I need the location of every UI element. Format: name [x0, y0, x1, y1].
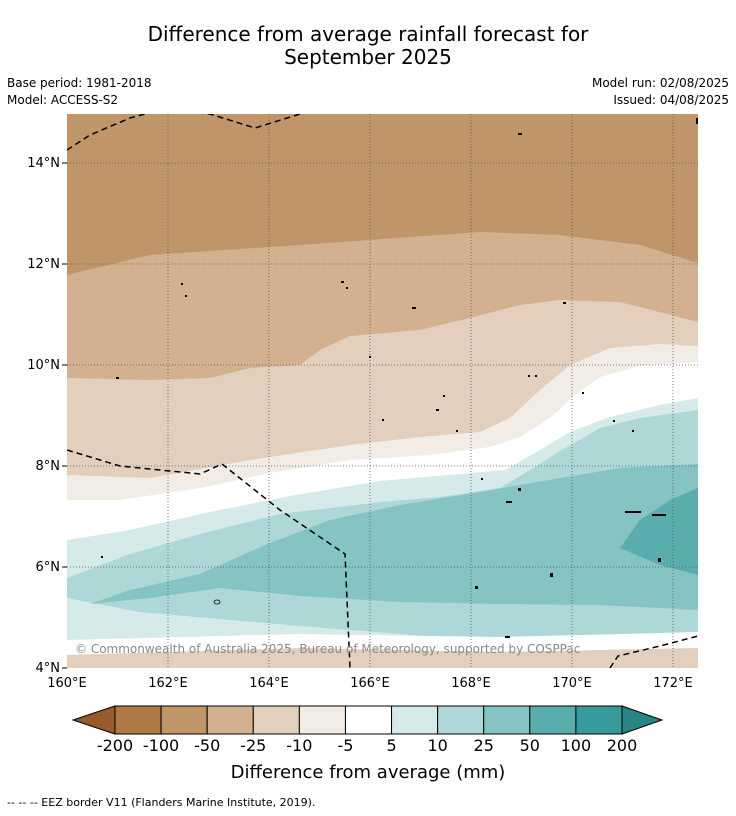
colorbar-tick-label: -200 [97, 736, 133, 755]
colorbar-swatch [529, 705, 577, 735]
band-bottom-minus-10 [67, 648, 698, 668]
colorbar: -200 -100 -50 -25 -10 -5 5 10 25 50 100 200 [71, 705, 664, 755]
band-plus-25 [90, 464, 698, 610]
colorbar-swatch [298, 705, 346, 735]
eez-legend-note: -- -- -- EEZ border V11 (Flanders Marine… [7, 796, 316, 809]
lat-tick-label: 14°N [27, 156, 60, 171]
map-title-line-2: September 2025 [284, 45, 452, 69]
colorbar-swatch [114, 705, 162, 735]
copyright-notice: © Commonwealth of Australia 2025, Bureau… [75, 642, 580, 656]
colorbar-tick-label: 5 [386, 736, 396, 755]
islands [101, 118, 698, 638]
eez-border-lines [67, 114, 698, 668]
lon-tick-label: 162°E [148, 676, 188, 691]
longitude-axis: 160°E 162°E 164°E 166°E 168°E 170°E 172°… [47, 676, 693, 691]
colorbar-title: Difference from average (mm) [231, 762, 506, 783]
colorbar-tick-label: -5 [337, 736, 353, 755]
colorbar-swatch [206, 705, 254, 735]
issued-label: Issued: 04/08/2025 [613, 93, 729, 107]
colorbar-swatch [252, 705, 300, 735]
lat-tick-label: 10°N [27, 358, 60, 373]
rainfall-anomaly-field: © Commonwealth of Australia 2025, Bureau… [67, 114, 698, 668]
colorbar-swatch [391, 705, 439, 735]
colorbar-swatch [344, 705, 393, 735]
colorbar-tick-label: 200 [607, 736, 638, 755]
lat-tick-label: 12°N [27, 257, 60, 272]
lon-tick-label: 172°E [653, 676, 693, 691]
latitude-axis: 4°N 6°N 8°N 10°N 12°N 14°N [27, 156, 67, 676]
lon-tick-label: 166°E [350, 676, 390, 691]
lon-tick-label: 170°E [552, 676, 592, 691]
lon-tick-label: 164°E [249, 676, 289, 691]
base-period-label: Base period: 1981-2018 [7, 76, 152, 90]
lon-tick-label: 168°E [451, 676, 491, 691]
band-plus-50 [620, 488, 698, 575]
colorbar-tick-label: 25 [474, 736, 494, 755]
island-outline [213, 599, 221, 605]
colorbar-tick-label: 50 [520, 736, 540, 755]
lat-tick-label: 8°N [36, 459, 61, 474]
colorbar-swatch [437, 705, 485, 735]
colorbar-extend-low [71, 705, 116, 735]
colorbar-tick-label: -50 [194, 736, 220, 755]
colorbar-extend-high [621, 705, 664, 735]
model-run-label: Model run: 02/08/2025 [591, 76, 729, 90]
colorbar-tick-label: -25 [240, 736, 266, 755]
colorbar-tick-label: -100 [143, 736, 179, 755]
colorbar-tick-label: 10 [427, 736, 447, 755]
model-label: Model: ACCESS-S2 [7, 93, 119, 107]
lat-tick-label: 6°N [36, 560, 61, 575]
map-title-line-1: Difference from average rainfall forecas… [147, 22, 589, 46]
colorbar-swatch [575, 705, 623, 735]
colorbar-tick-label: 100 [561, 736, 592, 755]
graticule [67, 114, 698, 668]
lat-tick-label: 4°N [36, 661, 61, 676]
colorbar-swatch [483, 705, 531, 735]
rainfall-map: © Commonwealth of Australia 2025, Bureau… [27, 114, 698, 783]
colorbar-tick-label: -10 [286, 736, 312, 755]
colorbar-swatch [160, 705, 208, 735]
lon-tick-label: 160°E [47, 676, 87, 691]
